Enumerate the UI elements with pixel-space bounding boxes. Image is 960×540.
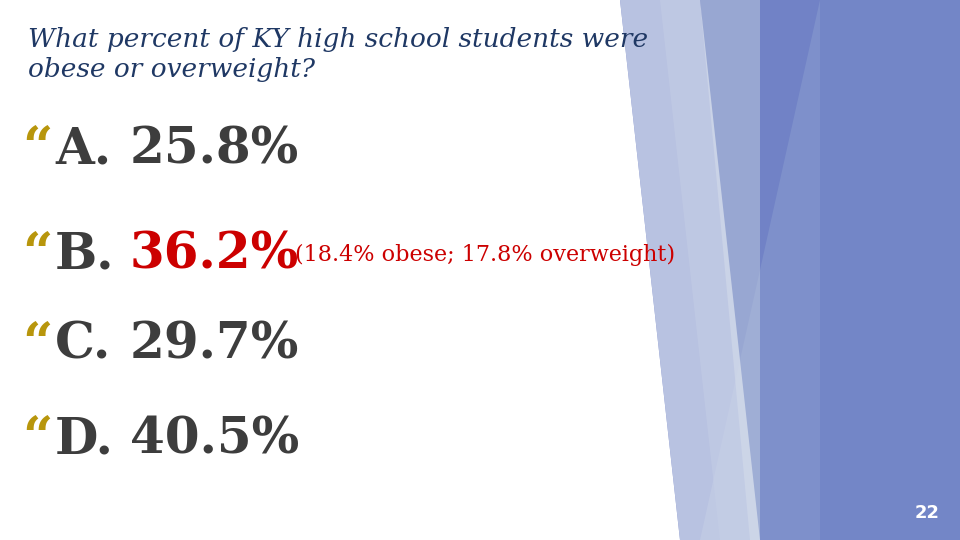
Polygon shape xyxy=(620,0,960,540)
Polygon shape xyxy=(620,0,760,540)
Polygon shape xyxy=(660,0,820,540)
Text: D.: D. xyxy=(55,415,114,464)
Text: “: “ xyxy=(22,125,53,176)
Text: A.: A. xyxy=(55,125,111,174)
Text: “: “ xyxy=(22,415,53,465)
Text: What percent of KY high school students were: What percent of KY high school students … xyxy=(28,27,648,52)
Text: “: “ xyxy=(22,230,53,280)
Text: 36.2%: 36.2% xyxy=(130,231,300,280)
Text: C.: C. xyxy=(55,321,111,369)
Text: 29.7%: 29.7% xyxy=(130,321,300,369)
Text: obese or overweight?: obese or overweight? xyxy=(28,57,315,82)
Text: “: “ xyxy=(22,320,53,370)
Text: (18.4% obese; 17.8% overweight): (18.4% obese; 17.8% overweight) xyxy=(295,244,675,266)
Text: B.: B. xyxy=(55,231,114,280)
Text: 25.8%: 25.8% xyxy=(130,125,300,174)
Text: 40.5%: 40.5% xyxy=(130,415,300,464)
Polygon shape xyxy=(700,0,760,540)
Text: 22: 22 xyxy=(915,504,940,522)
Polygon shape xyxy=(700,0,960,540)
